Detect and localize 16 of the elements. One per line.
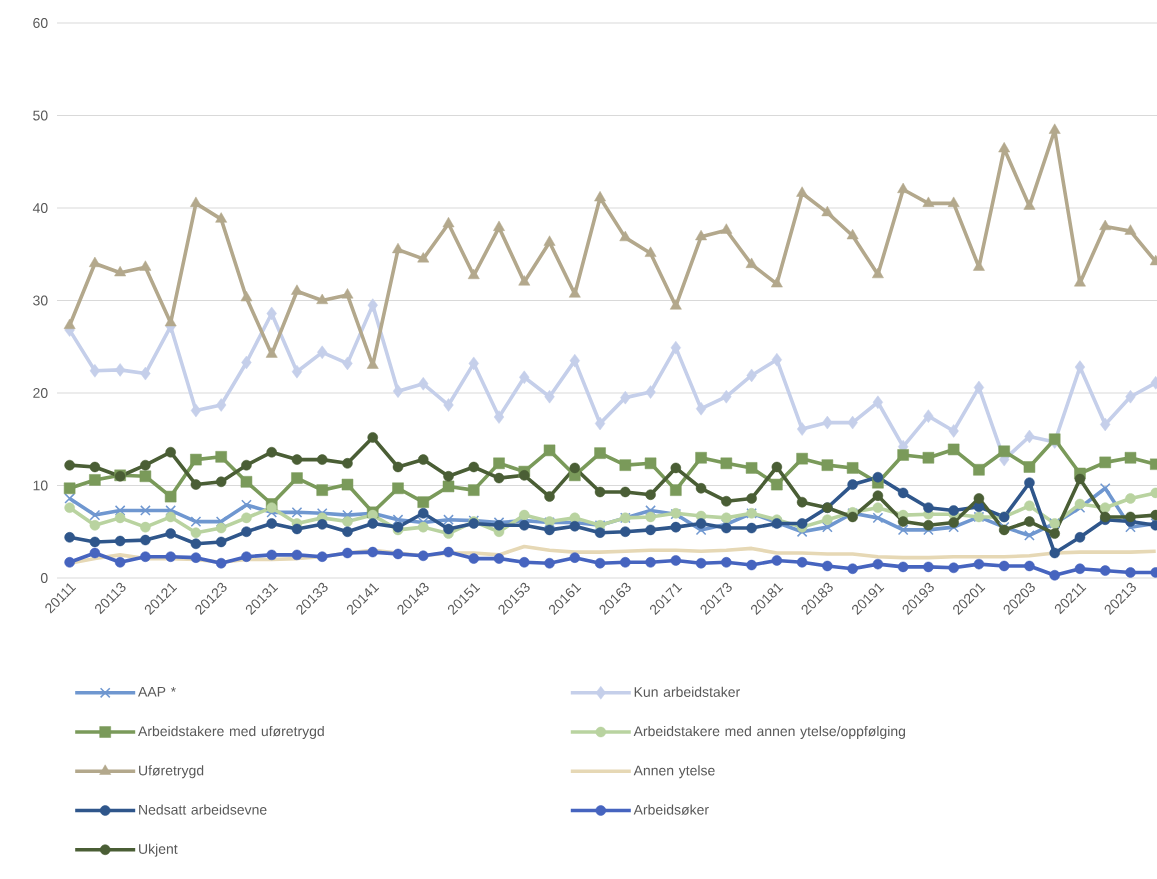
legend-label: Kun arbeidstaker — [634, 686, 740, 697]
legend-label: Uføretrygd — [139, 765, 204, 779]
y-tick-label: 0 — [40, 573, 48, 583]
y-tick-label: 30 — [33, 295, 48, 306]
legend-label: Arbeidsøker — [633, 804, 709, 815]
legend-label: Nedsatt arbeidsevne — [139, 804, 267, 815]
y-tick-label: 10 — [33, 480, 48, 491]
y-tick-label: 20 — [33, 388, 48, 398]
legend-label: Annen ytelse — [633, 765, 715, 779]
y-tick-label: 60 — [33, 18, 48, 28]
y-tick-label: 50 — [33, 110, 48, 121]
legend-label: AAP * — [138, 686, 176, 697]
legend-label: Arbeidstakere med annen ytelse/oppfølging — [633, 725, 906, 739]
legend-label: Arbeidstakere med uføretrygd — [138, 725, 324, 739]
legend-label: Ukjent — [139, 843, 178, 857]
y-tick-label: 40 — [32, 203, 48, 213]
